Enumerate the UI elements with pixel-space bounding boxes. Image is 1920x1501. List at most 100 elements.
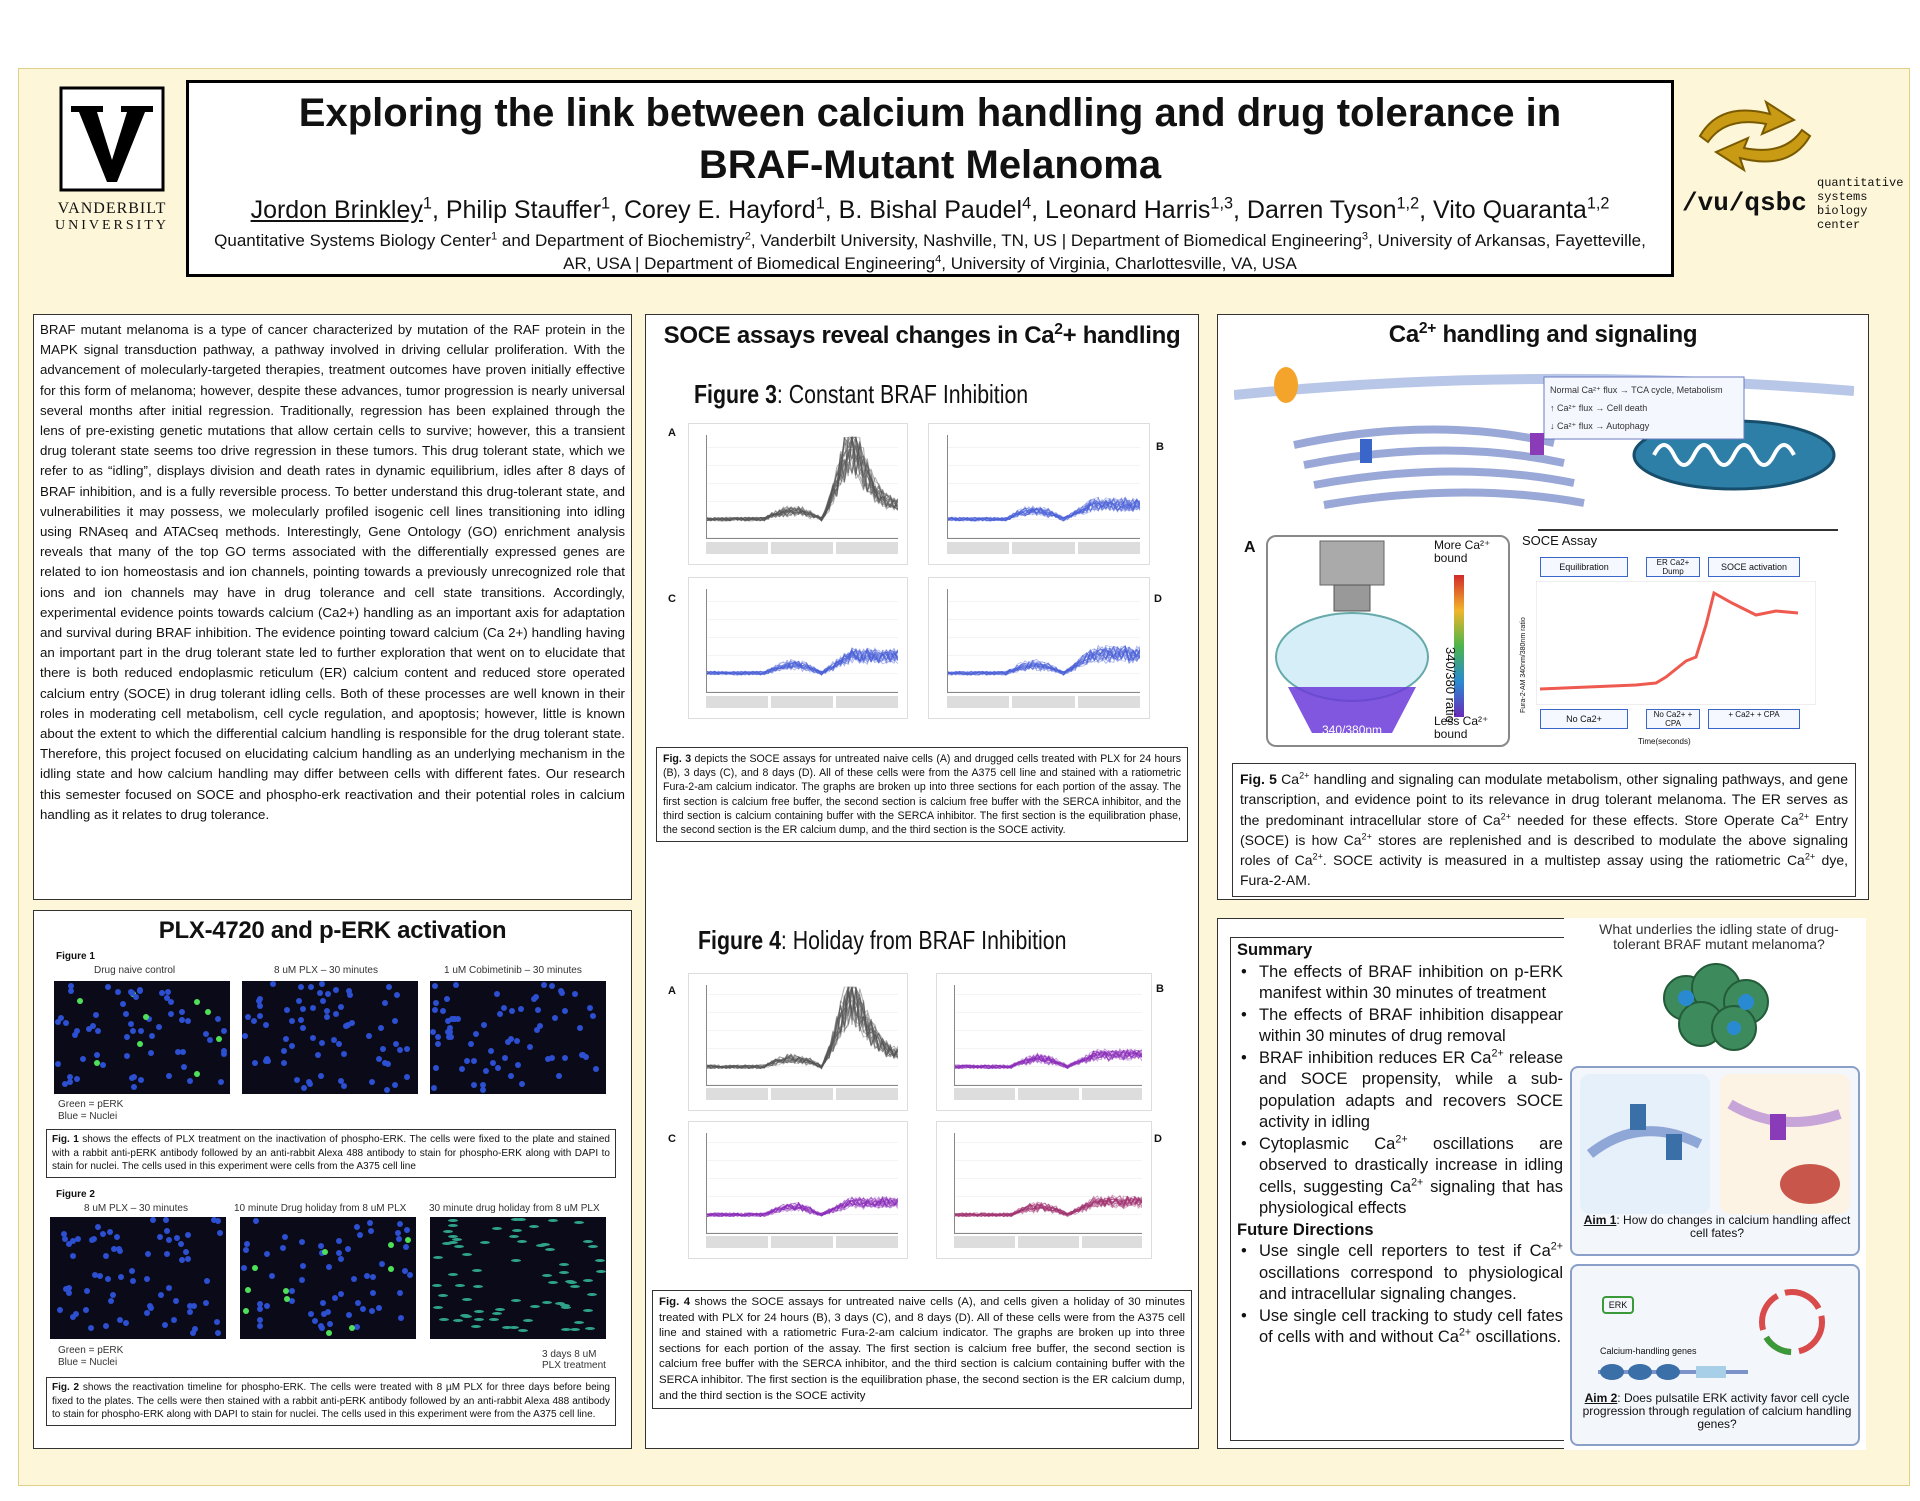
- cell-nucleus: [58, 1015, 65, 1022]
- cell-nucleus: [585, 1326, 596, 1330]
- trace-line: [947, 647, 1141, 676]
- erk-badge: ERK: [1602, 1296, 1634, 1314]
- fig4-traces-d: [954, 1194, 1144, 1218]
- cell-nucleus: [448, 1240, 459, 1244]
- cell-nucleus: [117, 1248, 124, 1255]
- cell-nucleus: [320, 1300, 327, 1307]
- trace-line: [947, 498, 1141, 522]
- cell-nucleus: [217, 1079, 224, 1086]
- cell-nucleus: [117, 1317, 123, 1324]
- trace-line: [707, 649, 899, 676]
- cell-nucleus: [61, 1231, 68, 1238]
- trace-line: [947, 498, 1141, 522]
- cell-nucleus: [522, 1319, 533, 1323]
- trace-line: [947, 646, 1141, 676]
- cell-nucleus: [317, 1323, 324, 1330]
- trace-line: [707, 991, 899, 1069]
- cell-nucleus: [556, 1073, 563, 1080]
- trace-line: [947, 497, 1141, 522]
- cell-nucleus: [472, 1031, 479, 1038]
- trace-line: [955, 1049, 1143, 1069]
- cell-nucleus: [69, 1237, 76, 1244]
- fig4-plot-c: [688, 1121, 908, 1259]
- cell-nucleus: [67, 1074, 74, 1081]
- cell-nucleus: [300, 1084, 307, 1091]
- ca-panel: Ca2+ handling and signaling Normal Ca²⁺ …: [1217, 314, 1869, 900]
- trace-line: [954, 1051, 1143, 1070]
- cell-nucleus: [207, 1037, 214, 1044]
- cell-nucleus: [203, 1030, 210, 1037]
- cell-nucleus: [155, 1023, 162, 1030]
- assay-phase-1: Equilibration: [1540, 557, 1628, 577]
- cell-nucleus: [147, 1050, 154, 1057]
- qsbc-sub-3: biology: [1817, 204, 1868, 218]
- cell-nucleus: [113, 1234, 120, 1241]
- trace-line: [947, 498, 1141, 522]
- cell-nucleus: [241, 1264, 248, 1271]
- cell-nucleus: [365, 1033, 372, 1040]
- trace-line: [955, 1196, 1143, 1217]
- trace-line: [707, 997, 899, 1069]
- cell-nucleus: [593, 1065, 600, 1072]
- cell-nucleus: [55, 1061, 62, 1068]
- trace-line: [954, 1050, 1143, 1069]
- cell-nucleus: [307, 984, 314, 991]
- cell-nucleus: [90, 1236, 97, 1243]
- trace-line: [707, 647, 899, 676]
- cell-nucleus: [270, 981, 277, 988]
- cell-nucleus: [502, 1326, 513, 1330]
- cell-nucleus: [102, 1322, 109, 1329]
- cell-nucleus: [300, 1005, 307, 1012]
- trace-line: [954, 1194, 1143, 1217]
- cell-nucleus: [565, 1279, 576, 1283]
- fig2-col-1: 8 uM PLX – 30 minutes: [84, 1203, 188, 1214]
- cell-nucleus: [433, 1255, 444, 1259]
- cell-nucleus: [178, 1016, 185, 1023]
- trace-line: [707, 436, 899, 522]
- cell-nucleus: [128, 989, 135, 995]
- cell-nucleus: [84, 1288, 91, 1295]
- cell-nucleus: [216, 1035, 223, 1042]
- trace-line: [947, 499, 1141, 522]
- cell-nucleus: [500, 1004, 507, 1011]
- cell-nucleus: [336, 1041, 342, 1048]
- cell-nucleus: [163, 1217, 170, 1224]
- trace-line: [954, 1196, 1143, 1217]
- cell-nucleus: [364, 1273, 371, 1280]
- cell-nucleus: [110, 1245, 117, 1252]
- trace-line: [707, 986, 899, 1069]
- cell-nucleus: [250, 1018, 257, 1025]
- trace-line: [707, 647, 899, 676]
- cell-nucleus: [318, 1072, 325, 1079]
- aim1-label: Aim 1: [1583, 1213, 1617, 1227]
- cell-nucleus: [507, 1072, 514, 1079]
- cell-nucleus: [404, 1226, 411, 1233]
- cell-nucleus: [345, 987, 352, 994]
- cell-nucleus: [391, 1081, 398, 1088]
- cell-nucleus: [323, 1007, 330, 1014]
- cell-nucleus: [326, 1320, 333, 1327]
- trace-line: [707, 999, 899, 1068]
- assay-phase-2: ER Ca2+ Dump: [1646, 557, 1700, 577]
- flux-normal: Normal Ca²⁺ flux → TCA cycle, Metabolism: [1550, 385, 1723, 395]
- cell-nucleus: [72, 1310, 79, 1317]
- trace-line: [706, 986, 899, 1069]
- cell-nucleus: [194, 1070, 201, 1077]
- cell-nucleus: [590, 1013, 597, 1020]
- qsbc-sub-1: quantitative: [1817, 176, 1904, 190]
- cell-nucleus: [205, 1009, 212, 1016]
- cell-nucleus: [397, 1220, 404, 1227]
- fig3-caption: Fig. 3 depicts the SOCE assays for untre…: [656, 747, 1188, 843]
- fig3-traces-b: [947, 496, 1141, 522]
- cell-nucleus: [123, 1011, 130, 1018]
- trace-line: [947, 646, 1141, 676]
- cell-nucleus: [244, 1286, 251, 1293]
- cell-nucleus: [402, 1243, 409, 1250]
- fig4-label-d: D: [1154, 1133, 1162, 1145]
- aims-question: What underlies the idling state of drug-…: [1599, 921, 1839, 952]
- cell-nucleus: [430, 1028, 436, 1035]
- aim2-text: Aim 2: Does pulsatile ERK activity favor…: [1578, 1392, 1856, 1431]
- trace-line: [955, 1197, 1143, 1217]
- trace-line: [947, 496, 1141, 522]
- trace-line: [954, 1194, 1144, 1217]
